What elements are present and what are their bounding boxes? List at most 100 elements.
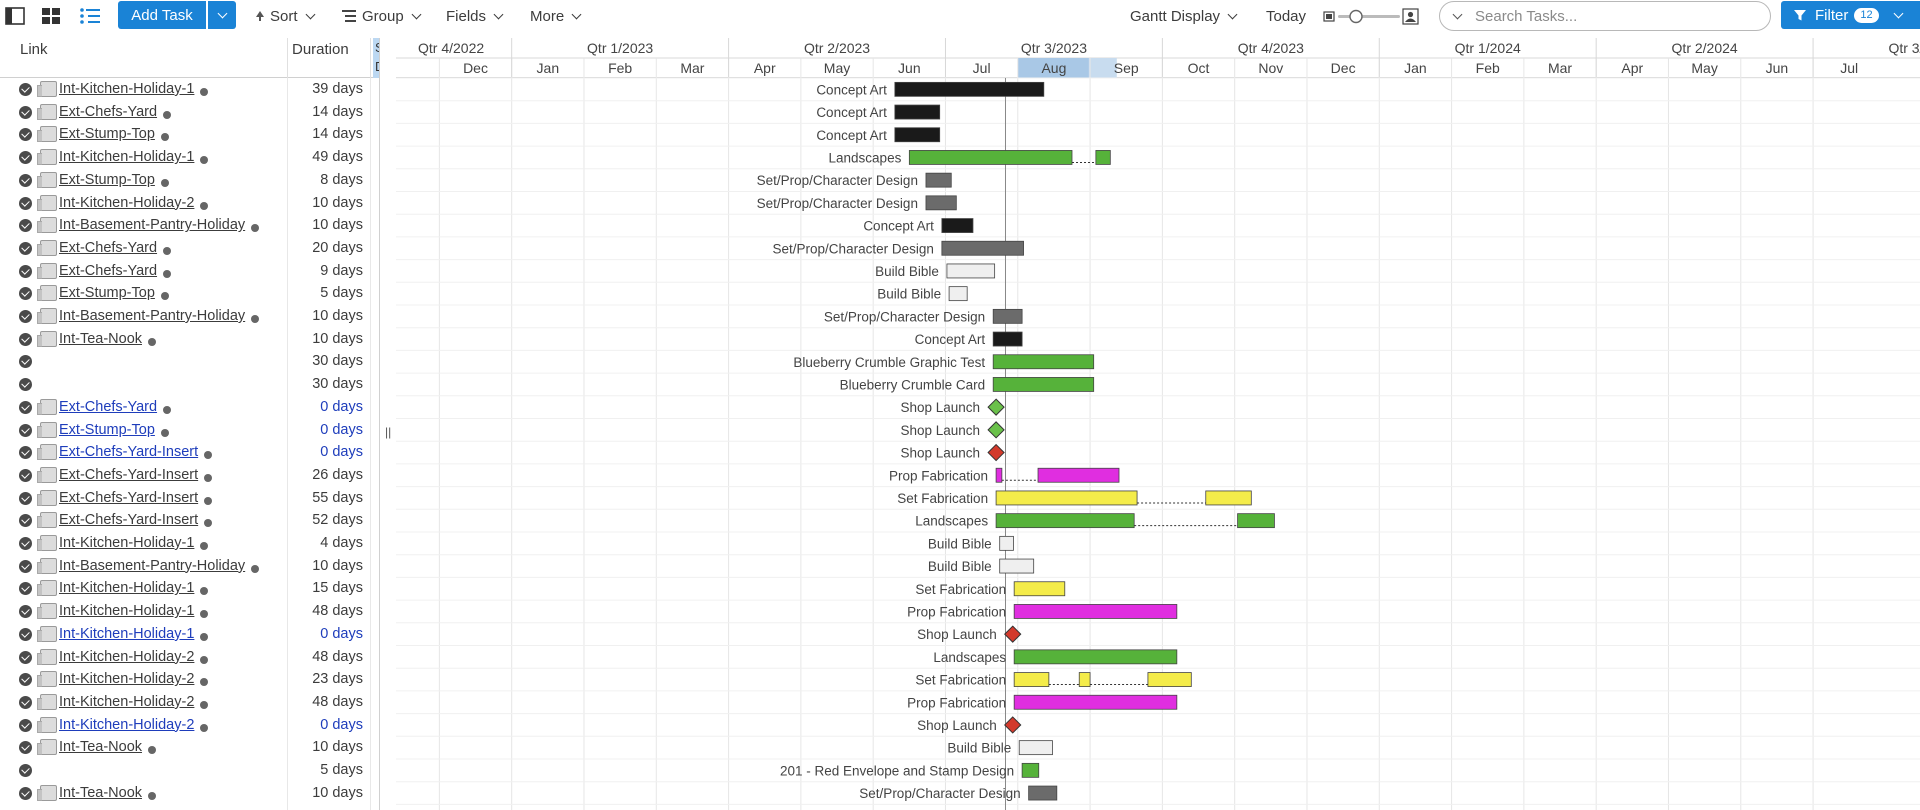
status-check-icon[interactable]: [19, 468, 32, 482]
table-row[interactable]: Int-Kitchen-Holiday-1 39 days: [0, 78, 379, 101]
pane-splitter-handle[interactable]: ||: [385, 425, 392, 439]
status-check-icon[interactable]: [19, 537, 32, 550]
table-row[interactable]: Ext-Chefs-Yard 20 days: [0, 237, 379, 260]
entity-link[interactable]: Int-Basement-Pantry-Holiday: [59, 217, 246, 234]
status-check-icon[interactable]: [19, 764, 32, 777]
status-check-icon[interactable]: [19, 400, 32, 414]
entity-link[interactable]: Int-Kitchen-Holiday-2: [59, 693, 195, 710]
thumbnail-view-icon[interactable]: [41, 0, 61, 32]
status-check-icon[interactable]: [19, 241, 32, 255]
table-row[interactable]: Ext-Stump-Top 14 days: [0, 123, 379, 146]
entity-link[interactable]: Int-Kitchen-Holiday-1: [59, 580, 195, 597]
table-row[interactable]: Int-Kitchen-Holiday-2 10 days: [0, 192, 379, 215]
status-check-icon[interactable]: [19, 287, 32, 301]
table-row[interactable]: Int-Kitchen-Holiday-1 0 days: [0, 623, 379, 646]
table-row[interactable]: Int-Tea-Nook 10 days: [0, 328, 379, 351]
table-row[interactable]: 30 days: [0, 373, 379, 396]
chevron-down-icon[interactable]: [1452, 9, 1463, 19]
table-row[interactable]: Ext-Stump-Top 0 days: [0, 419, 379, 442]
status-check-icon[interactable]: [19, 310, 32, 323]
table-row[interactable]: Int-Kitchen-Holiday-2 23 days: [0, 668, 379, 691]
column-header-duration[interactable]: Duration: [292, 41, 349, 58]
status-check-icon[interactable]: [19, 514, 32, 528]
status-check-icon[interactable]: [19, 695, 32, 709]
entity-link[interactable]: Ext-Chefs-Yard-Insert: [59, 444, 199, 461]
status-check-icon[interactable]: [19, 673, 32, 687]
entity-link[interactable]: Int-Kitchen-Holiday-1: [59, 149, 195, 166]
table-row[interactable]: Ext-Chefs-Yard-Insert 26 days: [0, 464, 379, 487]
entity-link[interactable]: Ext-Chefs-Yard-Insert: [59, 466, 199, 483]
table-row[interactable]: Int-Basement-Pantry-Holiday 10 days: [0, 214, 379, 237]
entity-link[interactable]: Ext-Stump-Top: [59, 171, 155, 188]
status-check-icon[interactable]: [19, 605, 32, 619]
status-check-icon[interactable]: [19, 446, 32, 460]
entity-link[interactable]: Ext-Chefs-Yard: [59, 239, 158, 256]
entity-link[interactable]: Int-Kitchen-Holiday-1: [59, 603, 195, 620]
entity-link[interactable]: Int-Basement-Pantry-Holiday: [59, 557, 246, 574]
status-check-icon[interactable]: [19, 105, 32, 119]
entity-link[interactable]: Int-Tea-Nook: [59, 784, 143, 801]
table-row[interactable]: Int-Kitchen-Holiday-1 15 days: [0, 577, 379, 600]
table-row[interactable]: Int-Basement-Pantry-Holiday 10 days: [0, 555, 379, 578]
group-button[interactable]: Group: [342, 0, 422, 32]
column-divider[interactable]: [287, 38, 288, 78]
entity-link[interactable]: Int-Kitchen-Holiday-1: [59, 625, 195, 642]
entity-link[interactable]: Int-Kitchen-Holiday-2: [59, 194, 195, 211]
status-check-icon[interactable]: [19, 627, 32, 641]
entity-link[interactable]: Ext-Chefs-Yard: [59, 262, 158, 279]
table-row[interactable]: Ext-Chefs-Yard-Insert 0 days: [0, 441, 379, 464]
status-check-icon[interactable]: [19, 83, 32, 96]
entity-link[interactable]: Ext-Stump-Top: [59, 285, 155, 302]
table-row[interactable]: Ext-Chefs-Yard-Insert 52 days: [0, 509, 379, 532]
table-row[interactable]: Int-Kitchen-Holiday-2 48 days: [0, 691, 379, 714]
status-check-icon[interactable]: [19, 173, 32, 187]
gantt-view-icon[interactable]: [79, 0, 101, 32]
table-row[interactable]: Int-Tea-Nook 10 days: [0, 782, 379, 805]
entity-link[interactable]: Ext-Chefs-Yard: [59, 398, 158, 415]
table-row[interactable]: 5 days: [0, 759, 379, 782]
column-header-link[interactable]: Link: [20, 41, 48, 58]
zoom-slider[interactable]: [1322, 0, 1422, 32]
search-input[interactable]: [1475, 7, 1725, 25]
status-check-icon[interactable]: [19, 559, 32, 573]
column-divider[interactable]: [370, 38, 371, 78]
entity-link[interactable]: Int-Tea-Nook: [59, 330, 143, 347]
entity-link[interactable]: Int-Kitchen-Holiday-2: [59, 648, 195, 665]
status-check-icon[interactable]: [19, 423, 32, 437]
column-header-start[interactable]: SD: [373, 38, 379, 78]
status-check-icon[interactable]: [19, 378, 32, 392]
status-check-icon[interactable]: [19, 786, 32, 800]
table-row[interactable]: Int-Kitchen-Holiday-2 0 days: [0, 714, 379, 737]
table-row[interactable]: Ext-Chefs-Yard 14 days: [0, 101, 379, 124]
status-check-icon[interactable]: [19, 219, 32, 233]
table-row[interactable]: Ext-Chefs-Yard-Insert 55 days: [0, 487, 379, 510]
entity-link[interactable]: Ext-Chefs-Yard-Insert: [59, 489, 199, 506]
table-row[interactable]: Ext-Chefs-Yard 0 days: [0, 396, 379, 419]
status-check-icon[interactable]: [19, 128, 32, 142]
status-check-icon[interactable]: [19, 582, 32, 596]
entity-link[interactable]: Ext-Chefs-Yard-Insert: [59, 512, 199, 529]
table-row[interactable]: Int-Kitchen-Holiday-1 49 days: [0, 146, 379, 169]
table-row[interactable]: Ext-Chefs-Yard 9 days: [0, 260, 379, 283]
entity-link[interactable]: Ext-Chefs-Yard: [59, 103, 158, 120]
entity-link[interactable]: Int-Kitchen-Holiday-2: [59, 716, 195, 733]
today-button[interactable]: Today: [1266, 0, 1306, 32]
status-check-icon[interactable]: [19, 151, 32, 165]
table-row[interactable]: Int-Kitchen-Holiday-1 4 days: [0, 532, 379, 555]
filter-button[interactable]: Filter 12: [1781, 1, 1920, 29]
status-check-icon[interactable]: [19, 718, 32, 732]
status-check-icon[interactable]: [19, 332, 32, 346]
table-row[interactable]: Int-Basement-Pantry-Holiday 10 days: [0, 305, 379, 328]
table-row[interactable]: 30 days: [0, 350, 379, 373]
add-task-button[interactable]: Add Task: [118, 1, 206, 29]
more-button[interactable]: More: [530, 0, 582, 32]
status-check-icon[interactable]: [19, 355, 32, 369]
table-row[interactable]: Int-Kitchen-Holiday-1 48 days: [0, 600, 379, 623]
status-check-icon[interactable]: [19, 264, 32, 278]
status-check-icon[interactable]: [19, 650, 32, 664]
fields-button[interactable]: Fields: [446, 0, 504, 32]
entity-link[interactable]: Int-Kitchen-Holiday-1: [59, 81, 195, 97]
list-view-icon[interactable]: [5, 0, 25, 32]
sort-button[interactable]: Sort: [254, 0, 315, 32]
entity-link[interactable]: Ext-Stump-Top: [59, 421, 155, 438]
